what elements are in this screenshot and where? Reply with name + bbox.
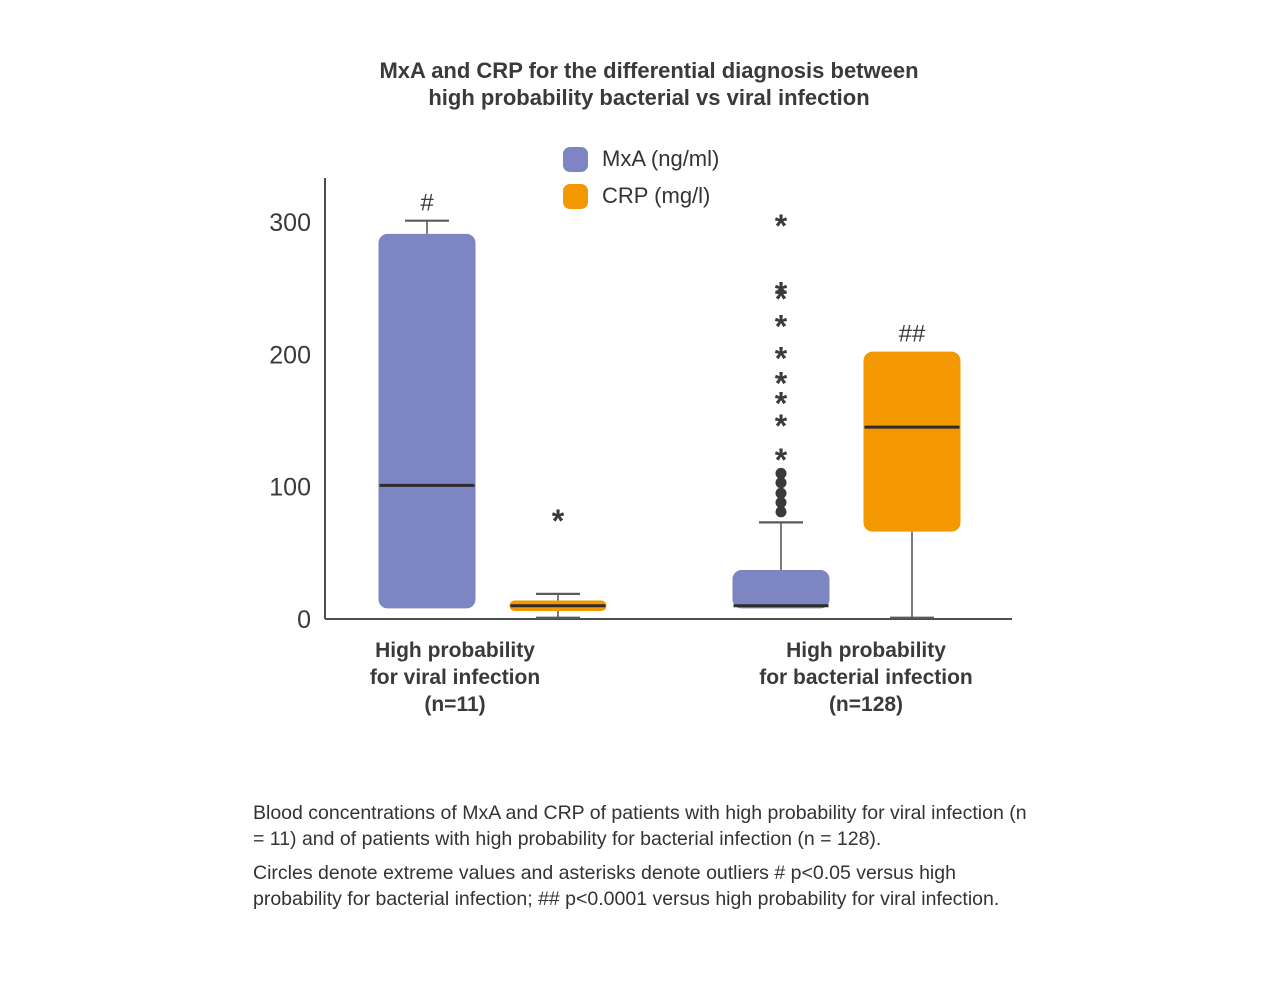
outlier-asterisk: * bbox=[775, 208, 788, 244]
box-bacterial-crp: ## bbox=[863, 321, 961, 619]
outlier-asterisk: * bbox=[775, 365, 788, 401]
y-tick-label: 300 bbox=[269, 209, 311, 237]
x-label-bacterial-line2: for bacterial infection bbox=[759, 666, 973, 689]
iqr-box bbox=[732, 570, 830, 609]
caption-paragraph-1: Blood concentrations of MxA and CRP of p… bbox=[253, 802, 1027, 850]
x-label-bacterial-n: (n=128) bbox=[828, 693, 904, 716]
outlier-asterisk: * bbox=[552, 503, 565, 539]
y-tick-label: 0 bbox=[297, 606, 311, 634]
outlier-asterisk: * bbox=[775, 275, 788, 311]
outlier-asterisk: * bbox=[775, 309, 788, 345]
legend-label-crp: CRP (mg/l) bbox=[602, 183, 711, 208]
chart-legend: MxA (ng/ml) CRP (mg/l) bbox=[563, 146, 719, 209]
significance-annotation: # bbox=[420, 190, 434, 217]
chart-title-line2: high probability bacterial vs viral infe… bbox=[428, 85, 870, 110]
outlier-asterisk: * bbox=[775, 340, 788, 376]
legend-item-crp: CRP (mg/l) bbox=[563, 183, 719, 209]
extreme-circle bbox=[775, 467, 787, 479]
extreme-circle bbox=[775, 497, 787, 509]
y-tick-label: 100 bbox=[269, 474, 311, 502]
legend-label-mxa: MxA (ng/ml) bbox=[602, 146, 720, 171]
legend-item-mxa: MxA (ng/ml) bbox=[563, 146, 719, 172]
x-label-viral-line2: for viral infection bbox=[369, 666, 541, 689]
iqr-box bbox=[863, 351, 961, 532]
x-axis-label-bacterial: High probability for bacterial infection… bbox=[646, 637, 1086, 718]
y-tick-label: 200 bbox=[269, 341, 311, 369]
box-viral-crp: * bbox=[509, 503, 607, 619]
chart-title: MxA and CRP for the differential diagnos… bbox=[0, 57, 1280, 111]
box-bacterial-mxa: ********* bbox=[732, 208, 830, 609]
crp-color-swatch-icon bbox=[563, 183, 588, 209]
chart-title-line1: MxA and CRP for the differential diagnos… bbox=[379, 58, 919, 83]
outlier-asterisk: * bbox=[775, 408, 788, 444]
figure-caption: Blood concentrations of MxA and CRP of p… bbox=[253, 801, 1031, 921]
extreme-circle bbox=[775, 477, 787, 489]
extreme-circle bbox=[775, 506, 787, 518]
iqr-box bbox=[378, 233, 476, 609]
box-viral-mxa: # bbox=[378, 190, 476, 609]
x-label-bacterial-line1: High probability bbox=[786, 639, 946, 662]
significance-annotation: ## bbox=[899, 321, 926, 348]
x-label-viral-n: (n=11) bbox=[424, 693, 486, 716]
x-label-viral-line1: High probability bbox=[375, 639, 535, 662]
x-axis-label-viral: High probability for viral infection (n=… bbox=[255, 637, 655, 718]
outlier-asterisk: * bbox=[775, 281, 788, 317]
caption-paragraph-2: Circles denote extreme values and asteri… bbox=[253, 862, 1000, 910]
mxa-color-swatch-icon bbox=[563, 146, 588, 172]
outlier-asterisk: * bbox=[775, 385, 788, 421]
extreme-circle bbox=[775, 487, 787, 499]
